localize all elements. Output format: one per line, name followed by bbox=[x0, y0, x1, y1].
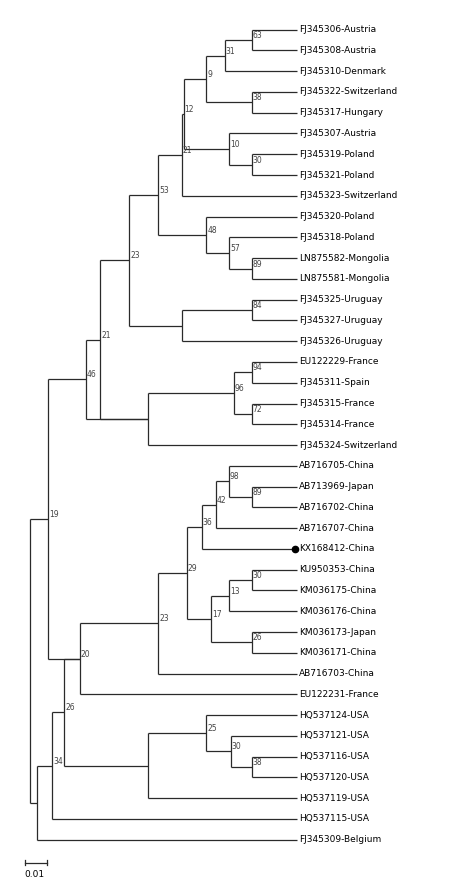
Text: KX168412-China: KX168412-China bbox=[299, 544, 374, 554]
Text: HQ537119-USA: HQ537119-USA bbox=[299, 794, 369, 803]
Text: 30: 30 bbox=[232, 742, 241, 751]
Text: KM036173-Japan: KM036173-Japan bbox=[299, 627, 376, 636]
Text: 26: 26 bbox=[65, 703, 75, 712]
Text: 72: 72 bbox=[253, 405, 262, 414]
Text: EU122231-France: EU122231-France bbox=[299, 690, 379, 699]
Text: 63: 63 bbox=[253, 31, 262, 40]
Text: FJ345311-Spain: FJ345311-Spain bbox=[299, 378, 370, 387]
Text: 89: 89 bbox=[253, 488, 262, 497]
Text: 38: 38 bbox=[253, 93, 262, 103]
Text: 46: 46 bbox=[87, 370, 97, 379]
Text: 42: 42 bbox=[216, 496, 226, 505]
Text: FJ345309-Belgium: FJ345309-Belgium bbox=[299, 835, 381, 844]
Text: FJ345306-Austria: FJ345306-Austria bbox=[299, 25, 376, 35]
Text: 98: 98 bbox=[230, 472, 239, 481]
Text: FJ345308-Austria: FJ345308-Austria bbox=[299, 46, 376, 55]
Text: HQ537120-USA: HQ537120-USA bbox=[299, 773, 369, 782]
Text: KM036176-China: KM036176-China bbox=[299, 607, 376, 616]
Text: HQ537115-USA: HQ537115-USA bbox=[299, 814, 369, 823]
Text: AB716703-China: AB716703-China bbox=[299, 669, 375, 678]
Text: LN875581-Mongolia: LN875581-Mongolia bbox=[299, 275, 390, 284]
Text: 34: 34 bbox=[53, 757, 63, 766]
Text: KM036171-China: KM036171-China bbox=[299, 649, 376, 657]
Text: HQ537124-USA: HQ537124-USA bbox=[299, 711, 369, 719]
Text: 25: 25 bbox=[207, 724, 217, 734]
Text: 26: 26 bbox=[253, 633, 262, 642]
Text: 13: 13 bbox=[230, 587, 239, 595]
Text: FJ345327-Uruguay: FJ345327-Uruguay bbox=[299, 316, 383, 325]
Text: 0.01: 0.01 bbox=[25, 870, 45, 879]
Text: FJ345325-Uruguay: FJ345325-Uruguay bbox=[299, 295, 383, 304]
Text: AB716707-China: AB716707-China bbox=[299, 524, 375, 532]
Text: 89: 89 bbox=[253, 260, 262, 268]
Text: HQ537116-USA: HQ537116-USA bbox=[299, 752, 369, 761]
Text: 96: 96 bbox=[235, 385, 244, 393]
Text: FJ345319-Poland: FJ345319-Poland bbox=[299, 150, 374, 159]
Text: FJ345315-France: FJ345315-France bbox=[299, 399, 374, 408]
Text: HQ537121-USA: HQ537121-USA bbox=[299, 731, 369, 741]
Text: 30: 30 bbox=[253, 571, 262, 580]
Text: LN875582-Mongolia: LN875582-Mongolia bbox=[299, 253, 390, 262]
Text: FJ345320-Poland: FJ345320-Poland bbox=[299, 212, 374, 222]
Text: 94: 94 bbox=[253, 363, 262, 372]
Text: KU950353-China: KU950353-China bbox=[299, 565, 375, 574]
Text: 10: 10 bbox=[230, 140, 239, 149]
Text: 30: 30 bbox=[253, 156, 262, 165]
Text: 21: 21 bbox=[183, 146, 192, 155]
Text: 19: 19 bbox=[49, 510, 58, 519]
Text: 29: 29 bbox=[187, 564, 197, 573]
Text: 53: 53 bbox=[159, 186, 169, 195]
Text: 21: 21 bbox=[101, 330, 111, 339]
Text: FJ345317-Hungary: FJ345317-Hungary bbox=[299, 108, 383, 117]
Text: FJ345324-Switzerland: FJ345324-Switzerland bbox=[299, 440, 397, 449]
Text: FJ345322-Switzerland: FJ345322-Switzerland bbox=[299, 88, 397, 97]
Text: 17: 17 bbox=[212, 610, 221, 619]
Text: 23: 23 bbox=[159, 614, 169, 623]
Text: 84: 84 bbox=[253, 301, 262, 310]
Text: 23: 23 bbox=[130, 252, 140, 260]
Text: AB716705-China: AB716705-China bbox=[299, 462, 375, 470]
Text: 12: 12 bbox=[185, 105, 194, 114]
Text: 31: 31 bbox=[226, 47, 235, 56]
Text: AB716702-China: AB716702-China bbox=[299, 503, 375, 512]
Text: FJ345326-Uruguay: FJ345326-Uruguay bbox=[299, 337, 383, 346]
Text: FJ345314-France: FJ345314-France bbox=[299, 420, 374, 429]
Text: 20: 20 bbox=[81, 649, 90, 659]
Text: 57: 57 bbox=[230, 244, 240, 253]
Text: 36: 36 bbox=[203, 518, 212, 527]
Text: KM036175-China: KM036175-China bbox=[299, 586, 376, 595]
Text: FJ345323-Switzerland: FJ345323-Switzerland bbox=[299, 191, 397, 200]
Text: 48: 48 bbox=[207, 226, 217, 235]
Text: FJ345318-Poland: FJ345318-Poland bbox=[299, 233, 374, 242]
Text: FJ345307-Austria: FJ345307-Austria bbox=[299, 129, 376, 138]
Text: FJ345321-Poland: FJ345321-Poland bbox=[299, 170, 374, 180]
Text: EU122229-France: EU122229-France bbox=[299, 357, 379, 367]
Text: 38: 38 bbox=[253, 758, 262, 767]
Text: 9: 9 bbox=[207, 70, 212, 79]
Text: FJ345310-Denmark: FJ345310-Denmark bbox=[299, 66, 386, 75]
Text: AB713969-Japan: AB713969-Japan bbox=[299, 482, 374, 491]
